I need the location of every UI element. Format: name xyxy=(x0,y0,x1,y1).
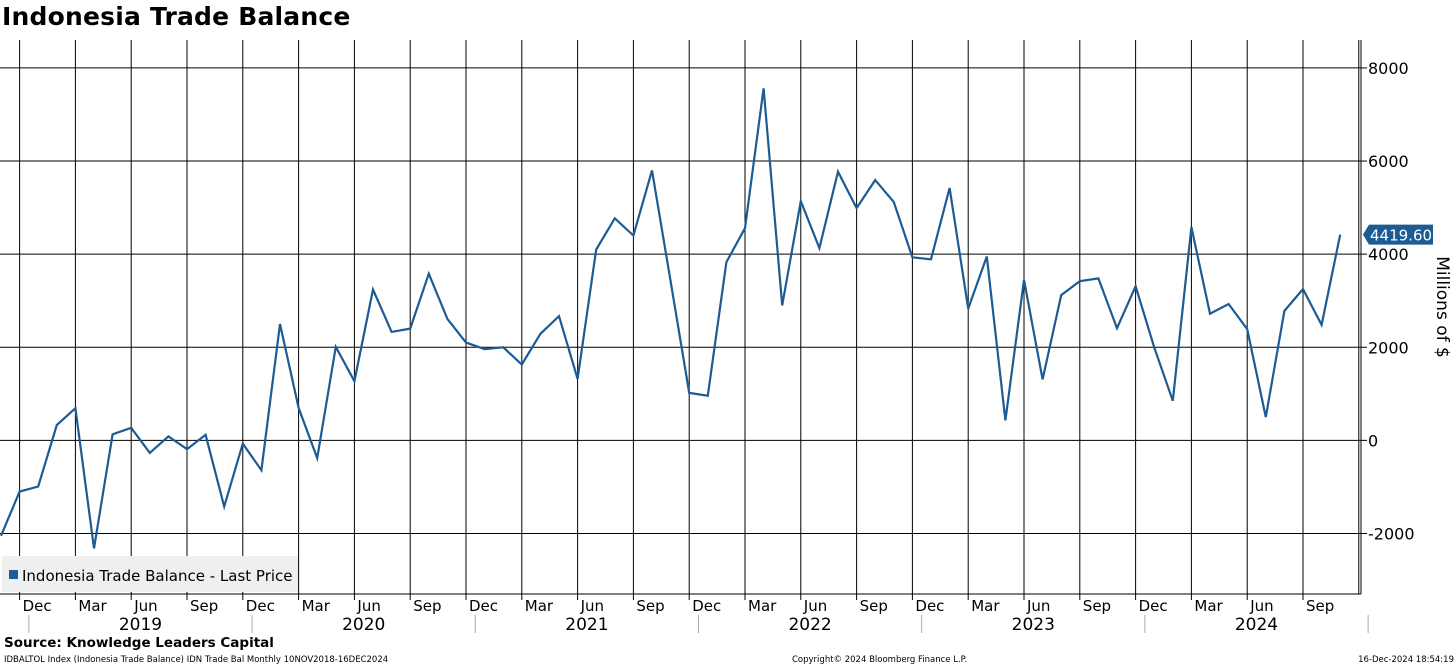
x-tick-label: Dec xyxy=(23,597,52,615)
y-tick-label: 2000 xyxy=(1368,338,1409,357)
y-tick-label: 0 xyxy=(1368,431,1378,450)
legend-box xyxy=(2,556,298,592)
x-year-label: 2024 xyxy=(1235,615,1278,635)
copyright-note: Copyright© 2024 Bloomberg Finance L.P. xyxy=(792,655,968,665)
x-tick-label: Mar xyxy=(78,597,107,615)
x-tick-label: Dec xyxy=(1139,597,1168,615)
x-tick-label: Mar xyxy=(1194,597,1223,615)
x-tick-label: Jun xyxy=(1249,597,1273,615)
legend-swatch xyxy=(9,570,18,579)
chart-title: Indonesia Trade Balance xyxy=(2,2,351,31)
x-tick-label: Sep xyxy=(636,597,664,615)
last-value-tag xyxy=(1363,224,1433,245)
y-axis-label: Millions of $ xyxy=(1432,256,1452,358)
x-tick-label: Mar xyxy=(525,597,554,615)
x-year-label: 2021 xyxy=(565,615,608,635)
x-tick-label: Jun xyxy=(803,597,827,615)
source-note: Source: Knowledge Leaders Capital xyxy=(4,635,274,651)
x-tick-label: Jun xyxy=(133,597,157,615)
series-meta: IDBALTOL Index (Indonesia Trade Balance)… xyxy=(4,655,389,665)
x-tick-label: Jun xyxy=(580,597,604,615)
x-tick-label: Sep xyxy=(860,597,888,615)
series-line xyxy=(0,88,1342,549)
y-tick-label: 8000 xyxy=(1368,59,1409,78)
chart-grid xyxy=(0,40,1361,594)
x-tick-label: Sep xyxy=(1306,597,1334,615)
timestamp: 16-Dec-2024 18:54:19 xyxy=(1358,655,1454,665)
legend-label: Indonesia Trade Balance - Last Price xyxy=(22,567,293,585)
x-tick-label: Dec xyxy=(469,597,498,615)
last-value-label-group: 4419.60 xyxy=(1363,224,1433,245)
x-tick-label: Sep xyxy=(1083,597,1111,615)
x-tick-label: Jun xyxy=(1026,597,1050,615)
chart-axes: -2000 0 2000 4000 6000 8000 Dec Mar Jun Sep Dec Mar… xyxy=(0,40,1415,635)
x-tick-label: Dec xyxy=(915,597,944,615)
y-tick-label: 4000 xyxy=(1368,245,1409,264)
x-tick-label: Sep xyxy=(190,597,218,615)
x-tick-label: Mar xyxy=(748,597,777,615)
x-tick-label: Mar xyxy=(971,597,1000,615)
last-value-text: 4419.60 xyxy=(1370,227,1432,245)
x-tick-label: Dec xyxy=(692,597,721,615)
x-year-label: 2022 xyxy=(788,615,831,635)
x-tick-label: Dec xyxy=(246,597,275,615)
x-year-label: 2023 xyxy=(1012,615,1055,635)
y-tick-label: 6000 xyxy=(1368,152,1409,171)
x-tick-label: Mar xyxy=(302,597,331,615)
chart-series xyxy=(0,88,1342,549)
x-tick-label: Jun xyxy=(356,597,380,615)
chart-legend: Indonesia Trade Balance - Last Price xyxy=(2,556,298,592)
x-year-label: 2019 xyxy=(119,615,162,635)
x-tick-label: Sep xyxy=(413,597,441,615)
y-tick-label: -2000 xyxy=(1368,524,1415,543)
x-year-label: 2020 xyxy=(342,615,385,635)
